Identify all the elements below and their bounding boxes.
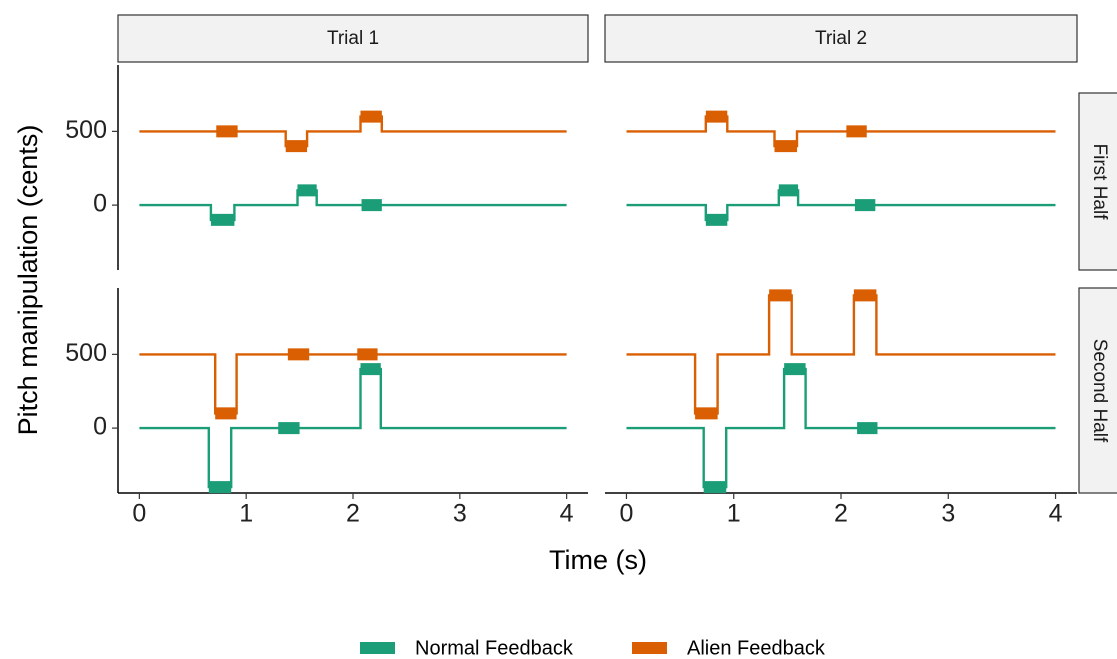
- step-line: [139, 353, 567, 415]
- perturbation-mark: [784, 363, 806, 376]
- legend-label: Normal Feedback: [415, 637, 574, 659]
- y-tick-label: 0: [93, 190, 107, 218]
- column-strip-label: Trial 1: [327, 28, 379, 49]
- perturbation-mark: [216, 125, 238, 138]
- perturbation-mark: [769, 289, 792, 302]
- x-tick-label: 4: [1049, 500, 1063, 528]
- x-tick-label: 2: [346, 500, 360, 528]
- perturbation-mark: [210, 213, 235, 226]
- x-tick-label: 2: [834, 500, 848, 528]
- perturbation-mark: [703, 481, 727, 494]
- perturbation-mark: [360, 110, 382, 123]
- perturbation-mark: [846, 125, 867, 138]
- perturbation-mark: [285, 140, 308, 153]
- row-strip-label: First Half: [1089, 144, 1110, 221]
- x-tick-label: 0: [620, 500, 634, 528]
- step-line: [626, 115, 1056, 148]
- step-line: [139, 189, 567, 222]
- step-line: [626, 189, 1056, 222]
- step-line: [139, 115, 567, 148]
- row-strip: [1078, 92, 1117, 271]
- perturbation-mark: [208, 481, 232, 494]
- y-tick-label: 500: [65, 116, 107, 144]
- perturbation-mark: [705, 213, 728, 226]
- step-line: [139, 367, 567, 489]
- perturbation-mark: [695, 407, 718, 420]
- perturbation-mark: [357, 348, 378, 361]
- perturbation-mark: [774, 140, 798, 153]
- step-line: [626, 367, 1056, 489]
- x-tick-label: 3: [941, 500, 955, 528]
- legend-label: Alien Feedback: [687, 637, 826, 659]
- perturbation-mark: [778, 184, 799, 197]
- perturbation-mark: [360, 363, 381, 376]
- x-tick-label: 4: [560, 500, 574, 528]
- x-tick-label: 0: [132, 500, 146, 528]
- row-strip: [1078, 287, 1117, 494]
- perturbation-mark: [278, 422, 300, 435]
- perturbation-mark: [287, 348, 310, 361]
- legend-key: [632, 642, 667, 654]
- column-strip-label: Trial 2: [815, 28, 867, 49]
- perturbation-mark: [361, 199, 382, 212]
- x-tick-label: 1: [239, 500, 253, 528]
- column-strip: [604, 14, 1078, 63]
- perturbation-mark: [857, 422, 878, 435]
- perturbation-mark: [297, 184, 317, 197]
- perturbation-mark: [215, 407, 237, 420]
- x-tick-label: 3: [453, 500, 467, 528]
- perturbation-mark: [705, 110, 728, 123]
- legend-key: [360, 642, 395, 654]
- column-strip: [117, 14, 589, 63]
- step-line: [626, 294, 1056, 415]
- y-axis-title: Pitch manipulation (cents): [13, 125, 43, 436]
- perturbation-mark: [853, 289, 877, 302]
- x-axis-title: Time (s): [549, 545, 647, 575]
- y-tick-label: 0: [93, 413, 107, 441]
- x-tick-label: 1: [727, 500, 741, 528]
- row-strip-label: Second Half: [1089, 339, 1110, 443]
- perturbation-mark: [854, 199, 876, 212]
- y-tick-label: 500: [65, 339, 107, 367]
